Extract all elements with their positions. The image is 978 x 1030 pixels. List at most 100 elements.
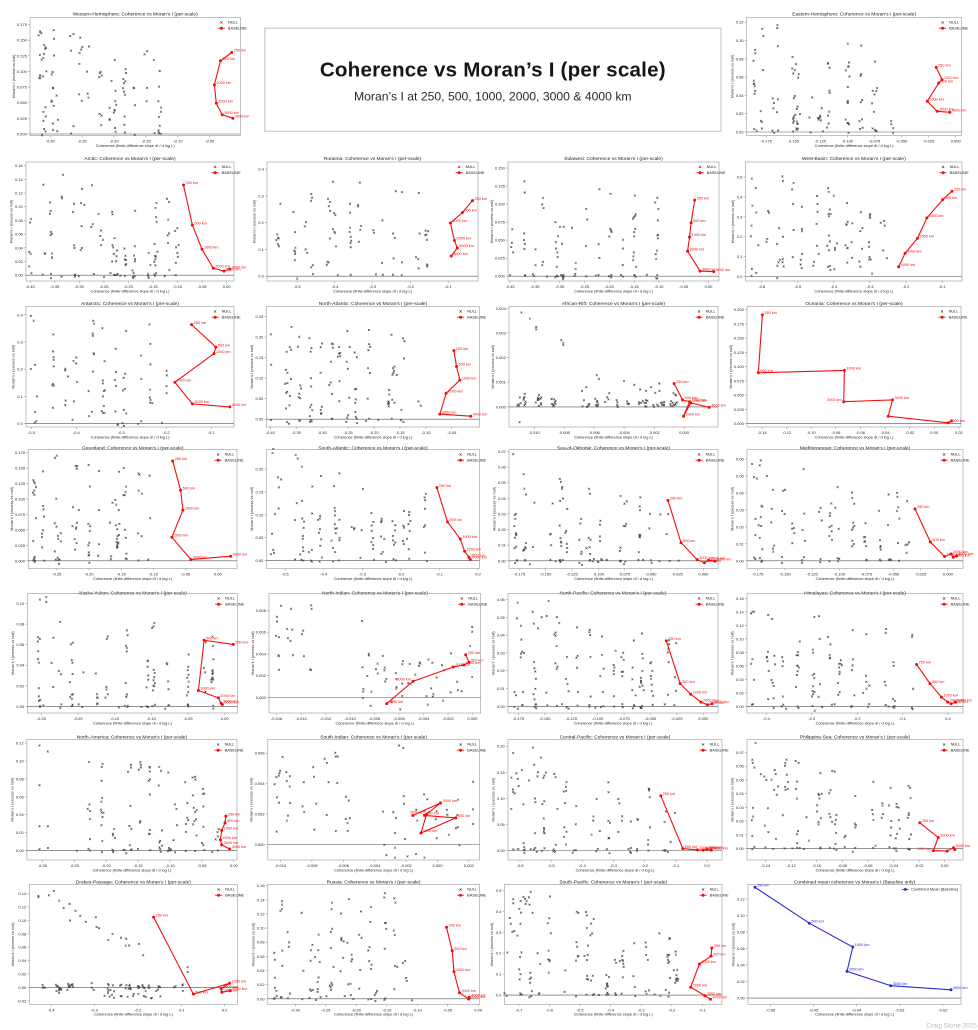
svg-text:0.175: 0.175 <box>17 22 28 27</box>
svg-text:0.16: 0.16 <box>15 163 24 168</box>
svg-text:Craig Stone 2025: Craig Stone 2025 <box>926 1023 977 1030</box>
svg-text:0.12: 0.12 <box>737 896 746 901</box>
svg-text:Coherence (finite-difference s: Coherence (finite-difference slope dI / … <box>574 576 654 581</box>
svg-text:0.12: 0.12 <box>257 912 266 917</box>
svg-text:4000 km: 4000 km <box>716 268 731 272</box>
svg-text:2000 km: 2000 km <box>950 698 965 702</box>
svg-text:-0.125: -0.125 <box>566 572 578 577</box>
svg-text:500 km: 500 km <box>450 518 462 522</box>
svg-text:0.004: 0.004 <box>496 306 507 311</box>
svg-text:500 km: 500 km <box>454 947 466 951</box>
svg-text:1000 km: 1000 km <box>224 827 239 831</box>
svg-text:-0.010: -0.010 <box>528 430 540 435</box>
svg-text:0.05: 0.05 <box>256 535 265 540</box>
svg-text:South-Pacific: Coherence vs Mo: South-Pacific: Coherence vs Moran's I (p… <box>559 879 667 885</box>
svg-text:Moran's I (excess vs null): Moran's I (excess vs null) <box>249 486 254 530</box>
svg-text:0.08: 0.08 <box>736 56 745 61</box>
svg-text:-0.050: -0.050 <box>645 716 657 721</box>
svg-text:0.25: 0.25 <box>256 314 265 319</box>
svg-text:Coherence (finite-difference s: Coherence (finite-difference slope dI / … <box>93 576 173 581</box>
svg-text:BASELINE: BASELINE <box>225 748 244 753</box>
svg-text:250 km: 250 km <box>757 884 769 888</box>
svg-text:0.175: 0.175 <box>15 450 26 455</box>
svg-text:-0.15: -0.15 <box>134 863 144 868</box>
svg-text:NULL: NULL <box>225 887 236 892</box>
svg-text:-0.016: -0.016 <box>271 716 283 721</box>
svg-text:0.10: 0.10 <box>16 601 25 606</box>
svg-text:-0.20: -0.20 <box>102 863 112 868</box>
svg-text:0.03: 0.03 <box>497 650 506 655</box>
svg-text:0.04: 0.04 <box>737 963 746 968</box>
svg-text:250 km: 250 km <box>456 347 468 351</box>
svg-text:Greenland: Coherence vs Moran': Greenland: Coherence vs Moran's I (per-s… <box>82 446 184 452</box>
svg-text:0.10: 0.10 <box>15 204 24 209</box>
svg-text:NULL: NULL <box>706 309 717 314</box>
svg-text:250 km: 250 km <box>668 637 680 641</box>
svg-text:0.02: 0.02 <box>15 259 24 264</box>
svg-text:-0.175: -0.175 <box>514 572 526 577</box>
svg-text:250 km: 250 km <box>697 196 709 200</box>
svg-text:-0.050: -0.050 <box>888 572 900 577</box>
svg-text:0.02: 0.02 <box>736 111 745 116</box>
svg-text:4000 km: 4000 km <box>717 557 732 561</box>
svg-text:0.06: 0.06 <box>737 946 746 951</box>
svg-text:-0.075: -0.075 <box>869 139 881 144</box>
svg-text:500 km: 500 km <box>685 396 697 400</box>
svg-text:2000 km: 2000 km <box>827 398 842 402</box>
svg-text:-0.075: -0.075 <box>618 716 630 721</box>
svg-text:Philippine-Sea: Coherence vs M: Philippine-Sea: Coherence vs Moran's I (… <box>800 734 911 740</box>
svg-text:0.000: 0.000 <box>467 716 478 721</box>
svg-text:-0.15: -0.15 <box>630 284 640 289</box>
svg-text:Antarctic: Coherence vs Moran': Antarctic: Coherence vs Moran's I (per-s… <box>81 301 179 307</box>
svg-text:-0.20: -0.20 <box>84 572 94 577</box>
svg-text:1000 km: 1000 km <box>929 214 944 218</box>
svg-text:4000 km: 4000 km <box>950 419 965 423</box>
svg-text:2000 km: 2000 km <box>448 390 463 394</box>
svg-text:0.04: 0.04 <box>497 633 506 638</box>
svg-text:Moran's I (excess vs null): Moran's I (excess vs null) <box>729 54 734 98</box>
svg-text:-0.05: -0.05 <box>809 1007 819 1012</box>
svg-text:1000 km: 1000 km <box>452 219 467 223</box>
svg-text:0.200: 0.200 <box>734 307 745 312</box>
svg-text:-0.5: -0.5 <box>282 572 290 577</box>
svg-text:250 km: 250 km <box>228 812 240 816</box>
svg-text:-0.075: -0.075 <box>619 572 631 577</box>
svg-text:500 km: 500 km <box>218 343 230 347</box>
svg-text:0.002: 0.002 <box>464 863 475 868</box>
svg-text:0.000: 0.000 <box>495 274 506 279</box>
svg-text:-0.40: -0.40 <box>506 284 516 289</box>
svg-text:-0.05: -0.05 <box>447 430 457 435</box>
svg-text:250 km: 250 km <box>714 944 726 948</box>
svg-text:BASELINE: BASELINE <box>951 458 970 463</box>
svg-text:Russia: Coherence vs Moran's I: Russia: Coherence vs Moran's I (per-scal… <box>327 879 421 885</box>
svg-text:500 km: 500 km <box>945 196 957 200</box>
svg-text:-0.3: -0.3 <box>638 1007 646 1012</box>
svg-text:250 km: 250 km <box>156 913 168 917</box>
svg-text:0.00: 0.00 <box>705 284 714 289</box>
svg-text:0.05: 0.05 <box>256 396 265 401</box>
svg-text:2000 km: 2000 km <box>929 97 944 101</box>
svg-text:-0.20: -0.20 <box>605 284 615 289</box>
svg-text:0.2: 0.2 <box>258 220 264 225</box>
svg-text:-0.06: -0.06 <box>856 430 866 435</box>
svg-text:-0.5: -0.5 <box>794 284 802 289</box>
svg-text:0.02: 0.02 <box>16 830 25 835</box>
svg-text:Coherence (finite-difference s: Coherence (finite-difference slope dI / … <box>334 434 414 439</box>
svg-text:0.05: 0.05 <box>498 480 507 485</box>
svg-text:4000 km: 4000 km <box>453 252 468 256</box>
svg-text:0.0: 0.0 <box>737 274 743 279</box>
svg-text:-0.4: -0.4 <box>579 863 587 868</box>
svg-text:250 km: 250 km <box>938 64 950 68</box>
svg-text:500 km: 500 km <box>458 814 470 818</box>
svg-text:2000 km: 2000 km <box>703 698 718 702</box>
svg-text:BASELINE: BASELINE <box>706 315 725 320</box>
svg-text:0.003: 0.003 <box>496 330 507 335</box>
svg-text:-0.05: -0.05 <box>183 716 193 721</box>
svg-text:500 km: 500 km <box>941 79 953 83</box>
svg-text:4000 km: 4000 km <box>713 996 728 1000</box>
svg-text:0.08: 0.08 <box>736 650 745 655</box>
svg-text:NULL: NULL <box>225 596 236 601</box>
svg-text:-0.2: -0.2 <box>668 1007 676 1012</box>
svg-text:0.06: 0.06 <box>497 597 506 602</box>
svg-text:-0.06: -0.06 <box>863 863 873 868</box>
